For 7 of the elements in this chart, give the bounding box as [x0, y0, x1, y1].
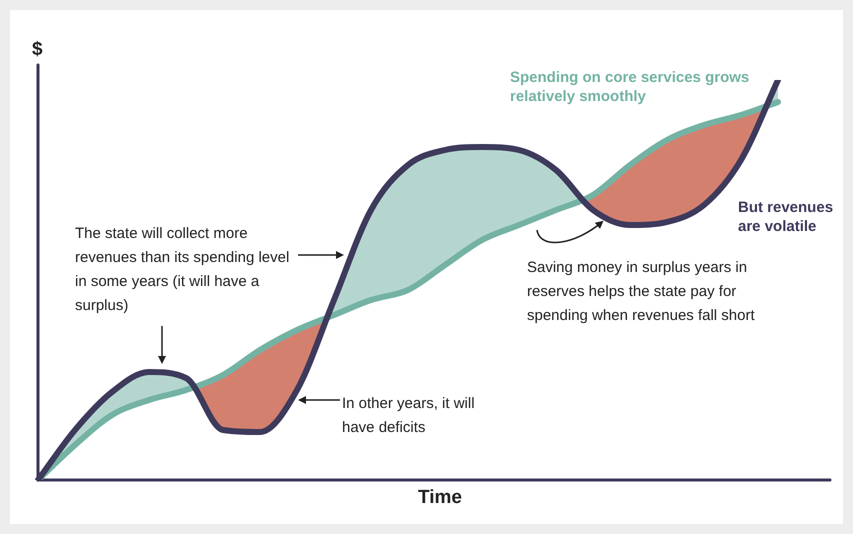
- series-label: Spending on core services grows relatively smoothly: [510, 68, 750, 106]
- series-label: But revenues are volatile: [738, 198, 834, 236]
- annotation: In other years, it will have deficits: [342, 394, 476, 438]
- annotation: Saving money in surplus years in reserves helps the state pay for spending when revenues fall short: [527, 258, 756, 326]
- x-axis-title: Time: [416, 486, 463, 510]
- y-axis-title: $: [32, 38, 43, 62]
- annotation: The state will collect more revenues than its spending level in some years (it will have a surplus): [75, 224, 290, 316]
